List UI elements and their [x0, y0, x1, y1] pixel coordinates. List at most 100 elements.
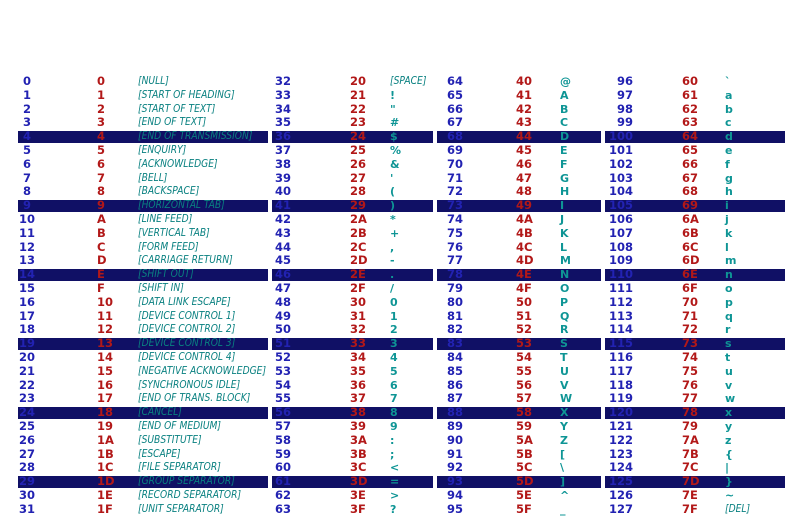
- hex-cell: 42: [516, 101, 533, 116]
- hex-cell: 19: [97, 418, 114, 433]
- dec-cell: 70: [446, 156, 463, 171]
- char-cell: [SPACE]: [390, 75, 427, 87]
- dec-cell: 55: [274, 391, 291, 406]
- hex-cell: 66: [682, 156, 699, 171]
- hex-cell: 15: [97, 363, 114, 378]
- dec-cell: 79: [446, 280, 463, 295]
- hex-cell: 2A: [350, 211, 367, 226]
- hex-cell: 70: [682, 294, 699, 309]
- char-cell: o: [725, 281, 733, 295]
- char-cell: 0: [390, 295, 398, 309]
- dec-cell: 5: [22, 142, 31, 157]
- char-cell: [DEL]: [725, 502, 751, 515]
- table-row: 21 15 [NEGATIVE ACKNOWLEDGE] 53 35 5 85 55 U 117 7…: [0, 363, 800, 379]
- dec-cell: 110: [608, 267, 633, 282]
- char-cell: [DEVICE CONTROL 1]: [138, 309, 236, 322]
- highlight-band: [605, 337, 785, 351]
- hex-cell: 71: [682, 308, 699, 323]
- hex-cell: 25: [350, 142, 367, 157]
- char-cell: j: [725, 212, 729, 226]
- highlight-band: [18, 199, 268, 213]
- dec-cell: 49: [274, 308, 291, 323]
- char-cell: 6: [390, 378, 398, 392]
- table-row: 13 D [CARRIAGE RETURN] 45 2D - 77 4D M 109 6D m: [0, 254, 800, 268]
- hex-cell: 38: [350, 405, 367, 420]
- char-cell: d: [725, 130, 733, 144]
- dec-cell: 21: [18, 363, 35, 378]
- char-cell: [END OF TEXT]: [138, 116, 207, 129]
- char-cell: [ENQUIRY]: [138, 143, 187, 156]
- hex-cell: 41: [516, 87, 533, 102]
- hex-cell: 21: [350, 87, 367, 102]
- hex-cell: 33: [350, 336, 367, 351]
- hex-cell: 4C: [516, 239, 533, 254]
- dec-cell: 63: [274, 501, 291, 516]
- hex-cell: C: [97, 239, 106, 254]
- hex-cell: 4A: [516, 211, 533, 226]
- hex-cell: 6D: [682, 253, 700, 268]
- char-cell: |: [725, 461, 730, 475]
- table-row: 16 10 [DATA LINK ESCAPE] 48 30 0 80 50 P 112 70 p: [0, 294, 800, 310]
- dec-cell: 64: [446, 74, 463, 88]
- hex-cell: 31: [350, 308, 367, 323]
- dec-cell: 0: [22, 74, 31, 88]
- char-cell: g: [725, 171, 733, 185]
- hex-cell: 62: [682, 101, 699, 116]
- char-cell: z: [725, 433, 732, 447]
- dec-cell: 17: [18, 308, 35, 323]
- highlight-band: [437, 268, 601, 282]
- dec-cell: 37: [274, 142, 291, 157]
- dec-cell: 29: [18, 474, 35, 489]
- dec-cell: 100: [608, 129, 633, 144]
- dec-cell: 118: [608, 377, 633, 392]
- char-cell: [FORM FEED]: [138, 240, 199, 253]
- dec-cell: 40: [274, 184, 291, 199]
- hex-cell: 68: [682, 184, 699, 199]
- hex-cell: 8: [97, 184, 106, 199]
- char-cell: [SHIFT IN]: [138, 281, 184, 294]
- dec-cell: 84: [446, 349, 463, 364]
- dec-cell: 98: [616, 101, 633, 116]
- char-cell: [DEVICE CONTROL 4]: [138, 350, 236, 363]
- char-cell: [: [560, 447, 566, 461]
- table-row: 28 1C [FILE SEPARATOR] 60 3C <92 5C \ 124 7C |: [0, 461, 800, 475]
- hex-cell: 4F: [516, 280, 532, 295]
- dec-cell: 58: [274, 432, 291, 447]
- dec-cell: 117: [608, 363, 633, 378]
- dec-cell: 83: [446, 336, 463, 351]
- hex-cell: 2D: [350, 253, 368, 268]
- char-cell: @: [560, 75, 571, 88]
- dec-cell: 50: [274, 322, 291, 337]
- dec-cell: 114: [608, 322, 633, 337]
- char-cell: [DEVICE CONTROL 3]: [138, 337, 236, 350]
- highlight-band: [437, 337, 601, 351]
- char-cell: :: [390, 433, 395, 447]
- ascii-table: 0 0 [NULL] 32 20 [SPACE] 64 40 @96 60 ` 1 1 [START OF…: [0, 74, 800, 517]
- dec-cell: 91: [446, 446, 463, 461]
- char-cell: v: [725, 378, 733, 392]
- table-row: 9 9 [HORIZONTAL TAB] 41 29) 73 49 I 105 69 i: [0, 198, 800, 213]
- highlight-band: [272, 268, 433, 282]
- char-cell: -: [390, 254, 395, 268]
- dec-cell: 16: [18, 294, 35, 309]
- table-row: 15 F [SHIFT IN] 47 2F / 79 4F O 111 6F o: [0, 280, 800, 296]
- dec-cell: 27: [18, 446, 35, 461]
- hex-cell: 7E: [682, 487, 698, 502]
- hex-cell: 36: [350, 377, 367, 392]
- dec-cell: 124: [608, 460, 633, 475]
- char-cell: >: [390, 488, 400, 502]
- char-cell: [GROUP SEPARATOR]: [138, 475, 235, 488]
- char-cell: 2: [390, 323, 398, 337]
- hex-cell: 63: [682, 115, 699, 130]
- char-cell: _: [560, 502, 566, 516]
- dec-cell: 32: [274, 74, 291, 88]
- char-cell: a: [725, 88, 733, 102]
- char-cell: [UNIT SEPARATOR]: [138, 502, 224, 515]
- char-cell: [CANCEL]: [138, 406, 182, 419]
- char-cell: +: [390, 226, 400, 240]
- table-row: 0 0 [NULL] 32 20 [SPACE] 64 40 @96 60 `: [0, 74, 800, 89]
- table-row: 17 11 [DEVICE CONTROL 1] 49 31 1 81 51 Q 113 71 q: [0, 308, 800, 324]
- char-cell: [START OF TEXT]: [138, 102, 216, 115]
- table-row: 22 16 [SYNCHRONOUS IDLE] 54 36 6 86 56 V 118 76 v: [0, 377, 800, 393]
- hex-cell: 13: [97, 336, 114, 351]
